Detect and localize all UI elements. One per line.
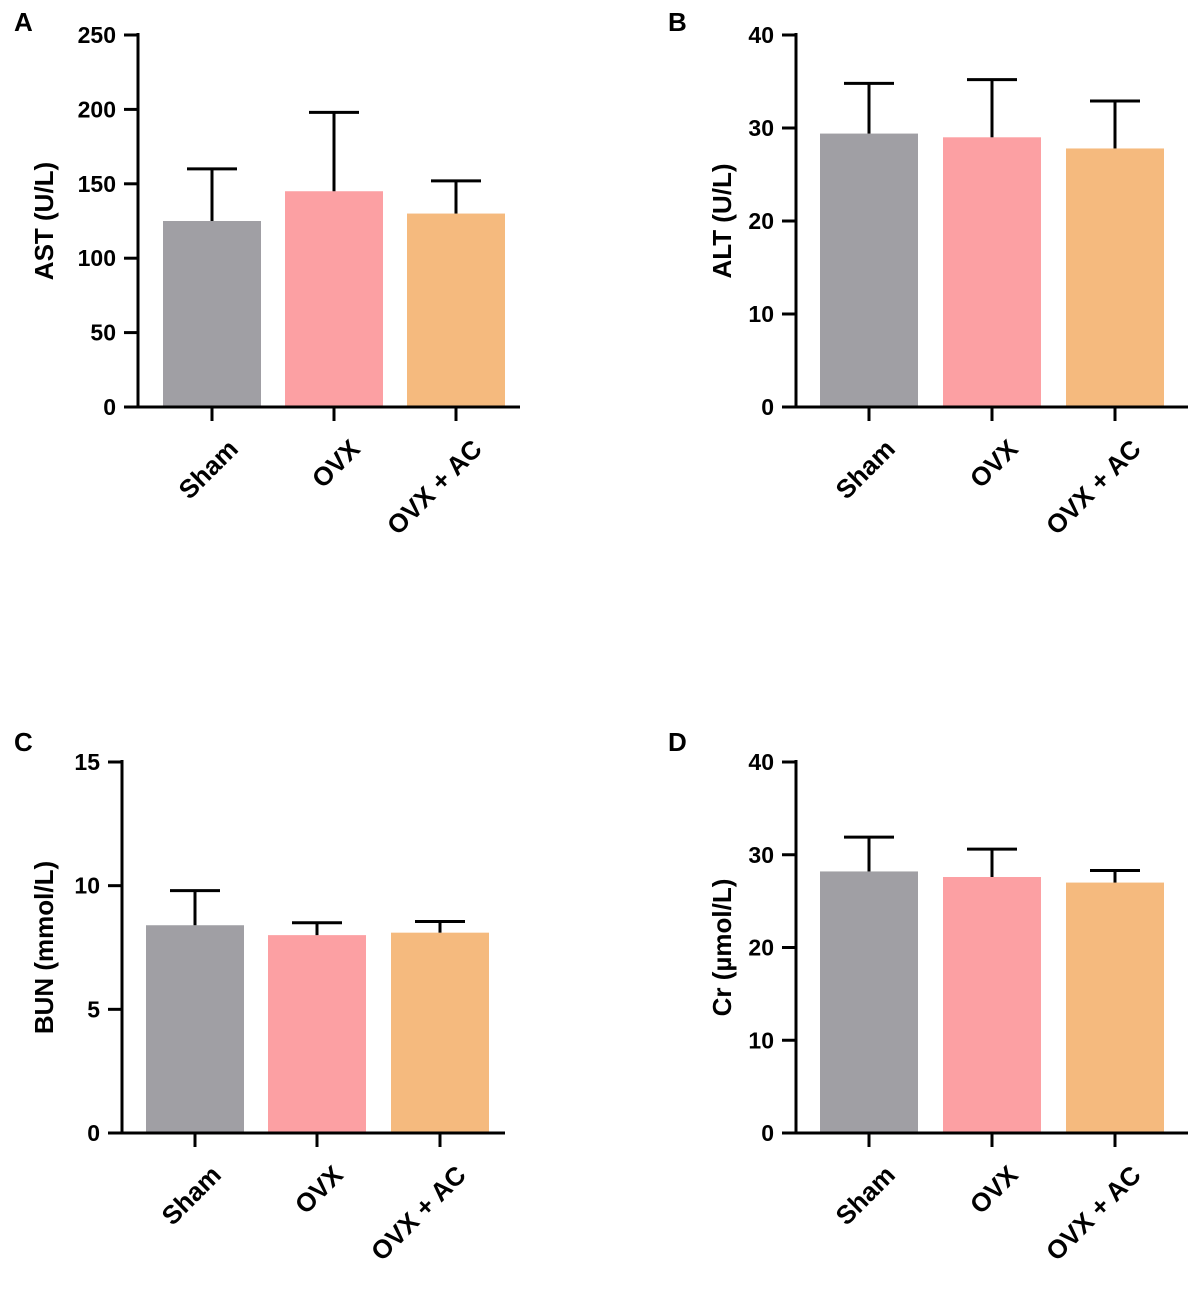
bar-sham: [820, 133, 918, 407]
x-tick-label: Sham: [156, 1160, 227, 1231]
error-bar: [309, 110, 359, 192]
chart-panel-b: B 0 10 20 30 40 Sham OVX OVX + AC ALT (U/L): [668, 7, 1188, 540]
x-tick-label: Sham: [830, 1160, 901, 1231]
y-axis-title: AST (U/L): [29, 162, 59, 280]
bar-ovx: [268, 935, 366, 1133]
panel-letter: C: [14, 727, 33, 757]
y-tick-label: 100: [78, 245, 116, 271]
bar-ovx: [943, 137, 1041, 408]
error-bar: [1090, 869, 1140, 883]
x-tick-label: OVX + AC: [365, 1159, 472, 1266]
y-tick-label: 150: [78, 171, 116, 197]
x-tick-label: OVX + AC: [1040, 1159, 1147, 1266]
y-tick-label: 40: [748, 749, 774, 775]
error-bar: [1090, 99, 1140, 149]
y-tick-label: 20: [748, 935, 774, 961]
x-tick-label: OVX + AC: [1040, 433, 1147, 540]
x-tick-label: OVX: [289, 1159, 350, 1220]
y-tick-label: 250: [78, 22, 116, 48]
y-tick-label: 5: [87, 996, 100, 1022]
panel-letter: A: [14, 7, 33, 37]
panel-letter: D: [668, 727, 687, 757]
y-tick-label: 30: [748, 115, 774, 141]
chart-panel-d: D 0 10 20 30 40 Sham OVX OVX + AC Cr (µmol/L): [668, 727, 1188, 1266]
y-tick-label: 0: [761, 394, 774, 420]
error-bar: [187, 167, 237, 221]
bar-sham: [146, 925, 244, 1133]
x-tick-label: Sham: [830, 434, 901, 505]
error-bar: [292, 921, 342, 936]
error-bar: [170, 889, 220, 926]
bar-ovx: [943, 877, 1041, 1133]
error-bar: [967, 78, 1017, 138]
x-tick-label: OVX: [306, 433, 367, 494]
y-axis-title: BUN (mmol/L): [29, 861, 59, 1034]
y-axis-title: ALT (U/L): [707, 163, 737, 278]
x-tick-label: OVX + AC: [381, 433, 488, 540]
bar-ovx-ac: [391, 932, 489, 1133]
y-tick-label: 0: [87, 1120, 100, 1146]
x-tick-label: Sham: [173, 434, 244, 505]
y-tick-label: 0: [103, 394, 116, 420]
y-tick-label: 30: [748, 842, 774, 868]
y-tick-label: 10: [748, 301, 774, 327]
error-bar: [844, 81, 894, 134]
bar-sham: [820, 871, 918, 1133]
y-tick-label: 50: [90, 320, 116, 346]
y-tick-label: 10: [74, 873, 100, 899]
error-bar: [967, 847, 1017, 878]
error-bar: [415, 920, 465, 933]
bar-ovx-ac: [1066, 882, 1164, 1133]
y-tick-label: 15: [74, 749, 100, 775]
bar-ovx-ac: [1066, 148, 1164, 407]
panel-letter: B: [668, 7, 687, 37]
y-tick-label: 40: [748, 22, 774, 48]
bar-ovx-ac: [407, 213, 505, 407]
x-tick-label: OVX: [964, 433, 1025, 494]
y-axis-title: Cr (µmol/L): [707, 879, 737, 1017]
bar-ovx: [285, 191, 383, 407]
bar-sham: [163, 221, 261, 407]
error-bar: [844, 835, 894, 872]
chart-panel-a: A 0 50 100 150 200 250 Sham OVX OVX + AC AST (U/L): [14, 7, 520, 540]
error-bar: [431, 179, 481, 214]
x-tick-label: OVX: [964, 1159, 1025, 1220]
y-tick-label: 10: [748, 1027, 774, 1053]
y-tick-label: 20: [748, 208, 774, 234]
chart-panel-c: C 0 5 10 15 Sham OVX OVX + AC BUN (mmol/L): [14, 727, 505, 1266]
y-tick-label: 0: [761, 1120, 774, 1146]
y-tick-label: 200: [78, 96, 116, 122]
